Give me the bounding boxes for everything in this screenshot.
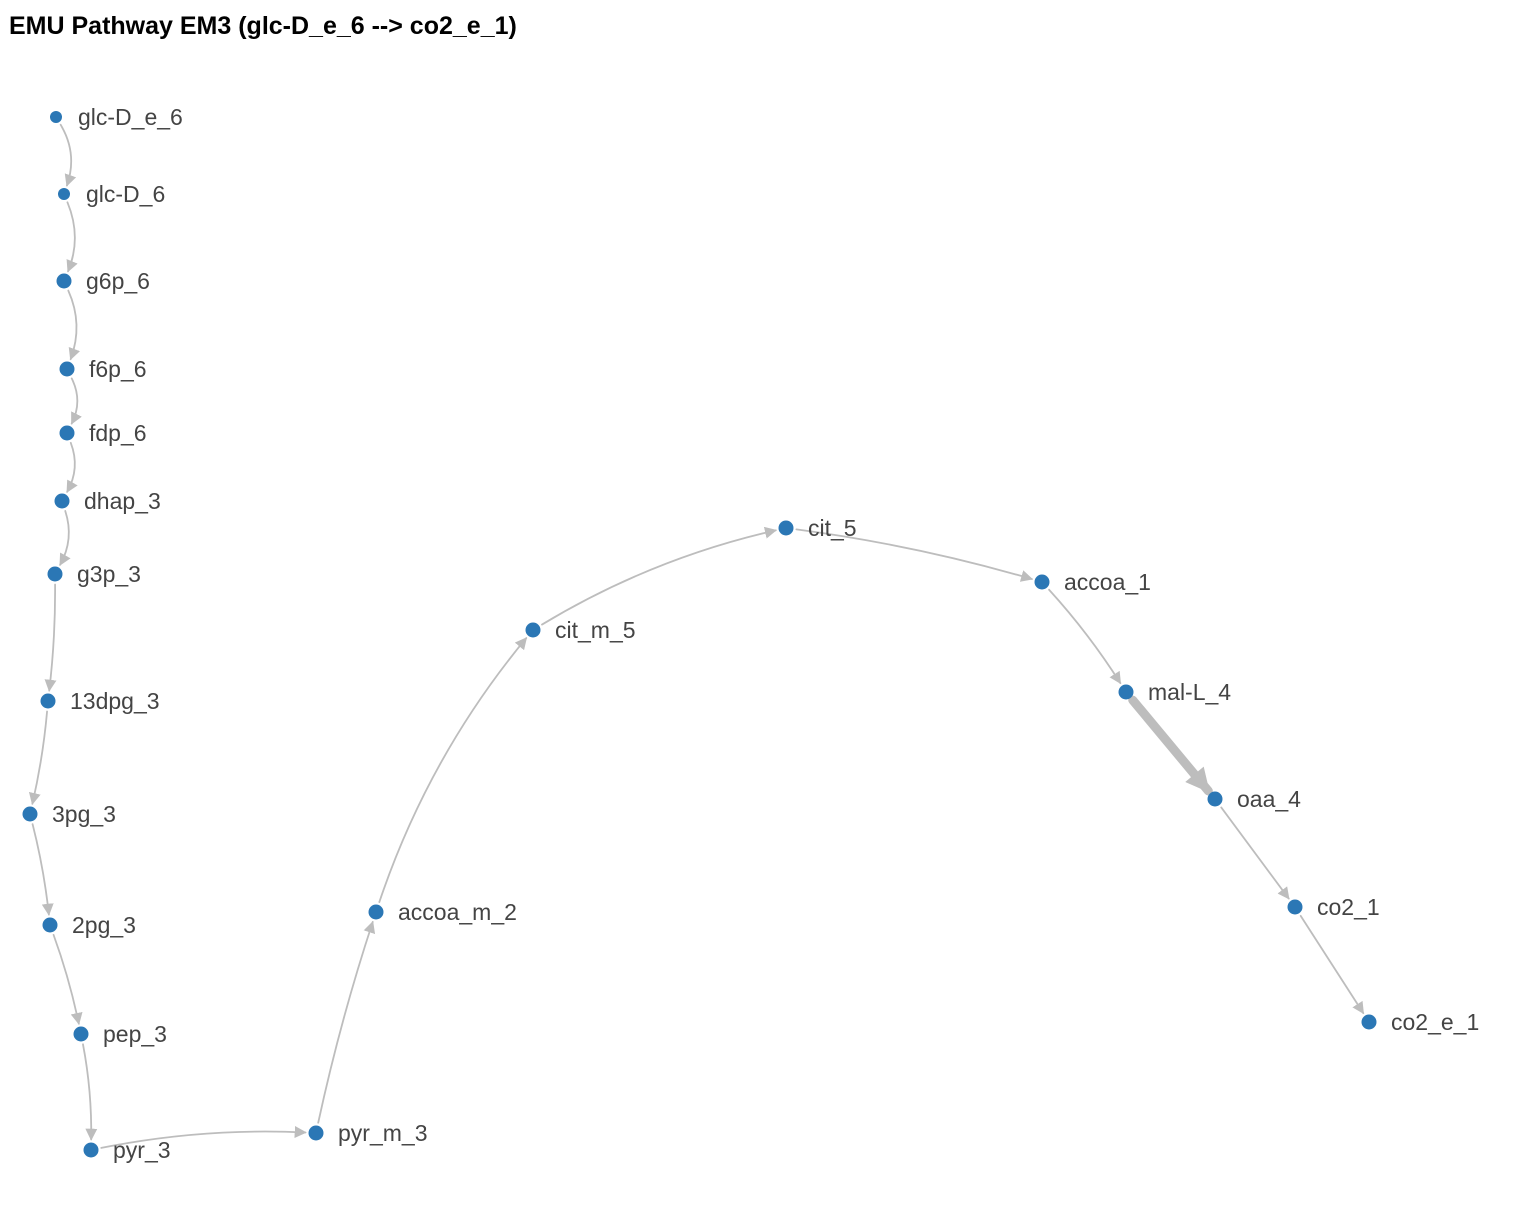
node-dot[interactable] bbox=[83, 1142, 99, 1158]
node-pyr_m_3[interactable]: pyr_m_3 bbox=[308, 1120, 428, 1146]
node-dot[interactable] bbox=[47, 566, 63, 582]
node-3pg_3[interactable]: 3pg_3 bbox=[22, 801, 116, 827]
edge-cit_m_5-to-cit_5 bbox=[541, 526, 777, 626]
node-accoa_1[interactable]: accoa_1 bbox=[1034, 569, 1151, 595]
node-dot[interactable] bbox=[1361, 1014, 1377, 1030]
edge-g6p_6-to-f6p_6 bbox=[67, 289, 81, 361]
node-glc-D_e_6[interactable]: glc-D_e_6 bbox=[50, 104, 183, 130]
node-label: 3pg_3 bbox=[52, 801, 116, 827]
node-glc-D_6[interactable]: glc-D_6 bbox=[58, 181, 165, 207]
node-label: glc-D_e_6 bbox=[78, 104, 183, 130]
node-label: pyr_3 bbox=[113, 1137, 171, 1163]
nodes-layer: glc-D_e_6 glc-D_6 g6p_6 f6p_6 fdp_6 dhap_3 g3p… bbox=[22, 104, 1480, 1163]
edge-accoa_m_2-to-cit_m_5 bbox=[378, 637, 528, 903]
node-label: mal-L_4 bbox=[1148, 679, 1231, 705]
node-2pg_3[interactable]: 2pg_3 bbox=[42, 912, 136, 938]
edge-fdp_6-to-dhap_3 bbox=[66, 441, 78, 493]
node-dot[interactable] bbox=[525, 622, 541, 638]
node-dot[interactable] bbox=[73, 1026, 89, 1042]
node-dot[interactable] bbox=[56, 273, 72, 289]
node-dot[interactable] bbox=[778, 520, 794, 536]
node-dot[interactable] bbox=[50, 111, 62, 123]
node-dot[interactable] bbox=[1207, 791, 1223, 807]
edge-dhap_3-to-g3p_3 bbox=[59, 510, 71, 566]
node-label: g6p_6 bbox=[86, 268, 150, 294]
node-dot[interactable] bbox=[59, 361, 75, 377]
node-dot[interactable] bbox=[22, 806, 38, 822]
node-pyr_3[interactable]: pyr_3 bbox=[83, 1137, 171, 1163]
node-label: pyr_m_3 bbox=[338, 1120, 427, 1146]
edge-glc-D_e_6-to-glc-D_6 bbox=[59, 123, 77, 187]
edge-g3p_3-to-13dpg_3 bbox=[44, 583, 57, 692]
node-dot[interactable] bbox=[54, 493, 70, 509]
node-dot[interactable] bbox=[368, 904, 384, 920]
node-label: accoa_m_2 bbox=[398, 899, 517, 925]
edge-13dpg_3-to-3pg_3 bbox=[28, 710, 48, 805]
node-label: 13dpg_3 bbox=[70, 688, 160, 714]
node-dot[interactable] bbox=[308, 1125, 324, 1141]
node-pep_3[interactable]: pep_3 bbox=[73, 1021, 167, 1047]
edge-2pg_3-to-pep_3 bbox=[52, 933, 83, 1025]
node-mal-L_4[interactable]: mal-L_4 bbox=[1118, 679, 1232, 705]
node-cit_5[interactable]: cit_5 bbox=[778, 515, 857, 541]
edges-layer bbox=[28, 123, 1365, 1149]
node-label: co2_1 bbox=[1317, 894, 1380, 920]
node-dot[interactable] bbox=[42, 917, 58, 933]
node-dot[interactable] bbox=[1034, 574, 1050, 590]
node-dhap_3[interactable]: dhap_3 bbox=[54, 488, 161, 514]
node-label: co2_e_1 bbox=[1391, 1009, 1479, 1035]
node-dot[interactable] bbox=[40, 693, 56, 709]
node-cit_m_5[interactable]: cit_m_5 bbox=[525, 617, 636, 643]
edge-co2_1-to-co2_e_1 bbox=[1299, 914, 1365, 1015]
node-label: g3p_3 bbox=[77, 561, 141, 587]
node-oaa_4[interactable]: oaa_4 bbox=[1207, 786, 1302, 812]
edge-oaa_4-to-co2_1 bbox=[1220, 806, 1290, 900]
node-f6p_6[interactable]: f6p_6 bbox=[59, 356, 147, 382]
node-dot[interactable] bbox=[1287, 899, 1303, 915]
edge-3pg_3-to-2pg_3 bbox=[31, 823, 54, 916]
node-label: dhap_3 bbox=[84, 488, 161, 514]
edge-f6p_6-to-fdp_6 bbox=[70, 377, 82, 425]
node-g3p_3[interactable]: g3p_3 bbox=[47, 561, 141, 587]
node-label: accoa_1 bbox=[1064, 569, 1151, 595]
node-label: f6p_6 bbox=[89, 356, 147, 382]
edge-pep_3-to-pyr_3 bbox=[82, 1043, 98, 1141]
node-label: pep_3 bbox=[103, 1021, 167, 1047]
node-fdp_6[interactable]: fdp_6 bbox=[59, 420, 147, 446]
edge-pyr_m_3-to-accoa_m_2 bbox=[317, 920, 376, 1124]
node-13dpg_3[interactable]: 13dpg_3 bbox=[40, 688, 160, 714]
edge-pyr_3-to-pyr_m_3 bbox=[100, 1125, 307, 1149]
page-title: EMU Pathway EM3 (glc-D_e_6 --> co2_e_1) bbox=[9, 12, 517, 40]
node-label: cit_m_5 bbox=[555, 617, 636, 643]
node-g6p_6[interactable]: g6p_6 bbox=[56, 268, 150, 294]
node-dot[interactable] bbox=[59, 425, 75, 441]
edge-glc-D_6-to-g6p_6 bbox=[66, 201, 78, 273]
node-label: fdp_6 bbox=[89, 420, 147, 446]
node-label: cit_5 bbox=[808, 515, 857, 541]
edge-accoa_1-to-mal-L_4 bbox=[1048, 588, 1122, 685]
node-dot[interactable] bbox=[1118, 684, 1134, 700]
node-dot[interactable] bbox=[58, 188, 70, 200]
node-co2_e_1[interactable]: co2_e_1 bbox=[1361, 1009, 1480, 1035]
node-label: glc-D_6 bbox=[86, 181, 165, 207]
edge-mal-L_4-to-oaa_4 bbox=[1128, 695, 1213, 796]
edge-cit_5-to-accoa_1 bbox=[795, 528, 1034, 582]
node-co2_1[interactable]: co2_1 bbox=[1287, 894, 1380, 920]
node-label: 2pg_3 bbox=[72, 912, 136, 938]
node-label: oaa_4 bbox=[1237, 786, 1301, 812]
node-accoa_m_2[interactable]: accoa_m_2 bbox=[368, 899, 517, 925]
